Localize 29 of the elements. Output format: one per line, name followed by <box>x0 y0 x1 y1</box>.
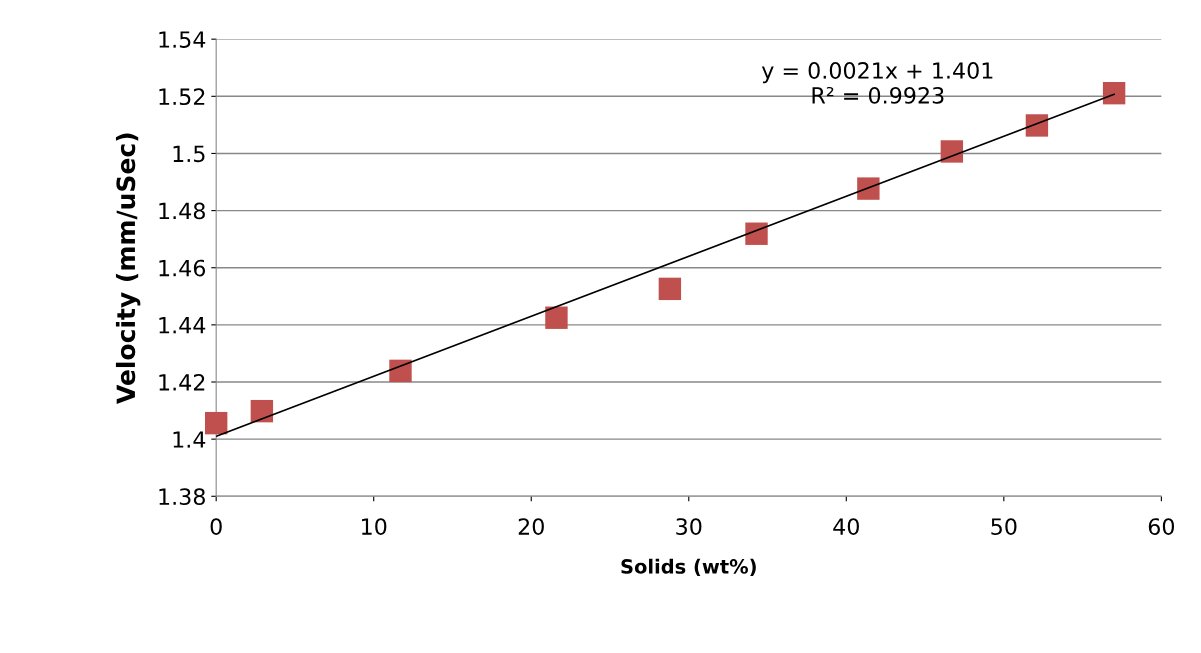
point <box>1102 81 1126 105</box>
y-axis-title: Velocity (mm/uSec) <box>115 133 141 404</box>
y-tick-label: 1.44 <box>159 317 206 334</box>
y-tick-label: 1.42 <box>159 373 205 391</box>
x-tick-label: 0 <box>210 518 222 536</box>
y-tick-label: 1.4 <box>173 431 206 448</box>
y-tick-label: 1.38 <box>159 488 205 506</box>
point <box>658 277 682 301</box>
point <box>389 359 412 383</box>
point <box>745 222 768 245</box>
annotation: y = 0.0021x + 1.401 R² = 0.9923 <box>761 62 993 104</box>
point <box>250 399 274 423</box>
x-tick-label: 10 <box>362 518 387 536</box>
y-tick-label: 1.48 <box>159 202 205 220</box>
point <box>545 306 568 329</box>
point <box>940 140 964 163</box>
y-tick-label: 1.54 <box>159 31 206 48</box>
point <box>204 411 228 435</box>
x-tick-label: 50 <box>991 518 1017 536</box>
y-tick-label: 1.46 <box>159 259 206 277</box>
x-axis-title: Solids (wt%) <box>621 558 756 577</box>
x-tick-label: 30 <box>676 518 702 536</box>
x-tick-label: 20 <box>518 518 544 536</box>
point <box>1025 114 1049 137</box>
x-tick-label: 60 <box>1148 518 1175 536</box>
y-tick-label: 1.52 <box>159 88 205 106</box>
y-tick-label: 1.5 <box>173 145 205 163</box>
x-tick-label: 40 <box>833 518 859 536</box>
point <box>857 177 880 200</box>
